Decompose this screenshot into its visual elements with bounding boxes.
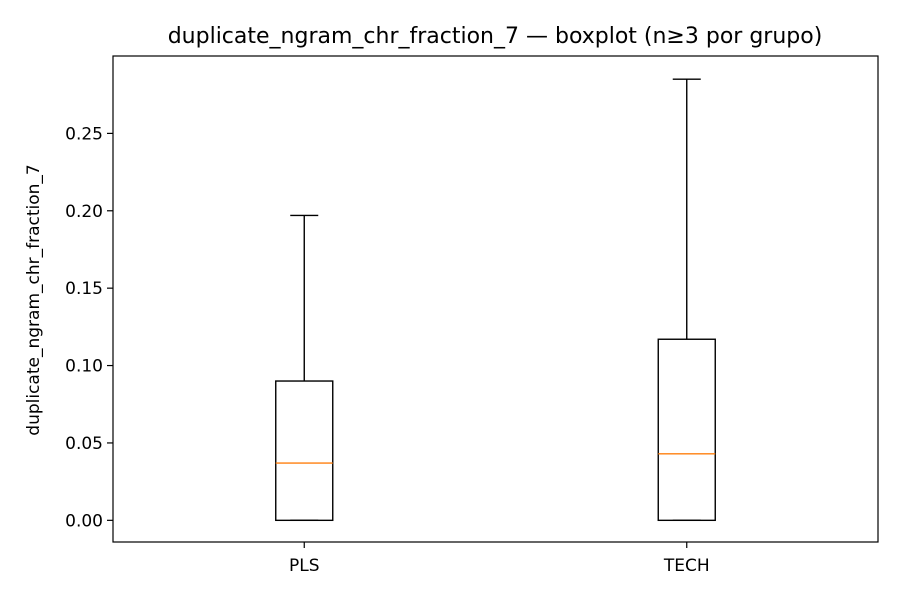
y-tick-label: 0.00	[65, 511, 103, 531]
x-tick-label-tech: TECH	[663, 556, 710, 576]
y-tick-label: 0.05	[65, 434, 103, 454]
y-tick-label: 0.25	[65, 124, 103, 144]
y-tick-label: 0.20	[65, 202, 103, 222]
plot-frame	[112, 55, 879, 543]
x-tick-label-pls: PLS	[289, 556, 320, 576]
plot-area: 0.00 0.05 0.10 0.15 0.20 0.25 PLS TECH	[65, 78, 716, 576]
box-tech	[657, 338, 716, 522]
y-tick-label: 0.15	[65, 279, 103, 299]
y-axis-label: duplicate_ngram_chr_fraction_7	[24, 164, 44, 435]
box-pls	[275, 380, 334, 522]
y-tick-label: 0.10	[65, 357, 103, 377]
chart-title: duplicate_ngram_chr_fraction_7 — boxplot…	[168, 24, 823, 49]
